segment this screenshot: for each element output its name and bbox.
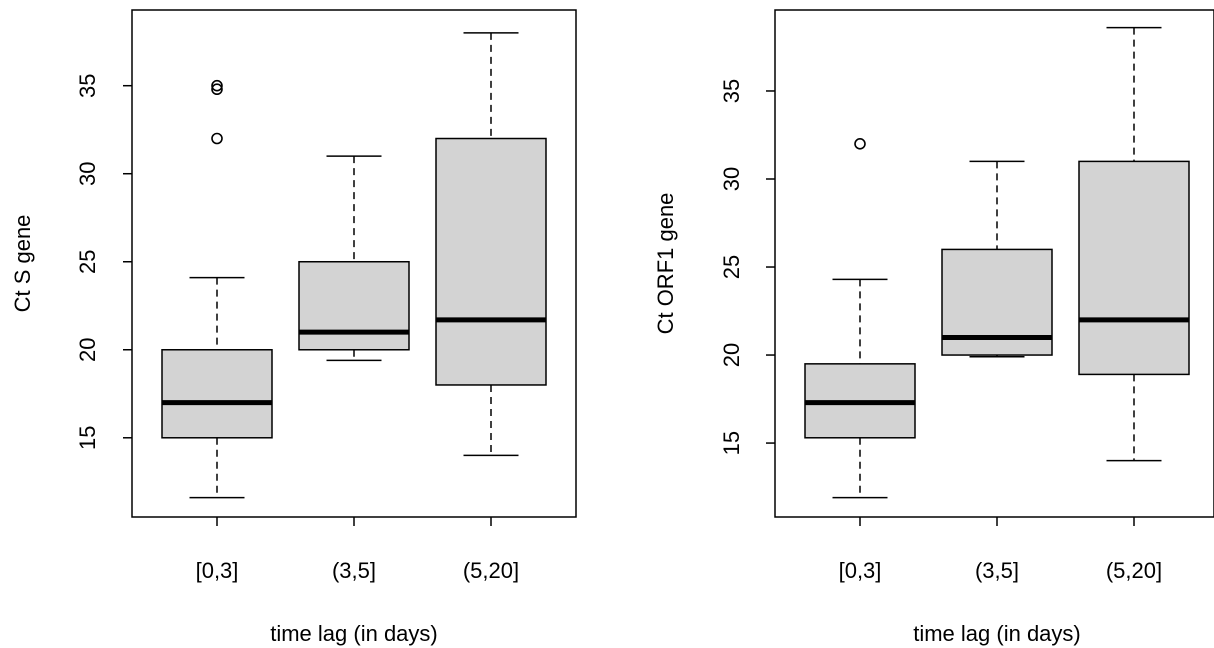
y-axis-title: Ct S gene [10,215,35,313]
box-1 [804,137,916,499]
y-tick-label: 35 [75,73,100,97]
y-axis-title: Ct ORF1 gene [653,193,678,335]
iqr-box [435,137,547,386]
x-tick-label: (3,5] [975,558,1019,583]
y-tick-label: 25 [75,249,100,273]
box-3 [1078,26,1190,462]
iqr-box [161,349,273,439]
box-2 [298,155,410,362]
x-tick-label: [0,3] [839,558,882,583]
outlier-point [211,79,223,92]
y-tick-label: 15 [719,431,744,455]
x-tick-label: [0,3] [196,558,239,583]
y-tick-label: 25 [719,255,744,279]
x-tick-label: (5,20] [463,558,519,583]
y-tick-label: 30 [719,167,744,191]
box-3 [435,32,547,457]
iqr-box [298,260,410,351]
outlier-point [854,137,866,150]
x-axis-title: time lag (in days) [270,621,438,646]
box-1 [161,79,273,499]
x-tick-label: (3,5] [332,558,376,583]
y-tick-label: 20 [719,343,744,367]
y-tick-label: 20 [75,338,100,362]
y-tick-label: 30 [75,161,100,185]
outlier-point [211,83,223,96]
y-tick-label: 35 [719,79,744,103]
outlier-point [211,132,223,145]
plot-frame [774,9,1214,518]
x-axis-title: time lag (in days) [913,621,1081,646]
box-2 [941,160,1053,358]
y-tick-label: 15 [75,426,100,450]
panel-ct-s-gene: 15 20 25 30 35 [0,3] (3,5] (5,20] time lag (in d… [10,9,577,646]
panel-ct-orf1-gene: 15 20 25 30 35 [0,3] (3,5] (5,20] time lag (in d… [653,9,1214,646]
iqr-box [1078,160,1190,376]
x-tick-label: (5,20] [1106,558,1162,583]
